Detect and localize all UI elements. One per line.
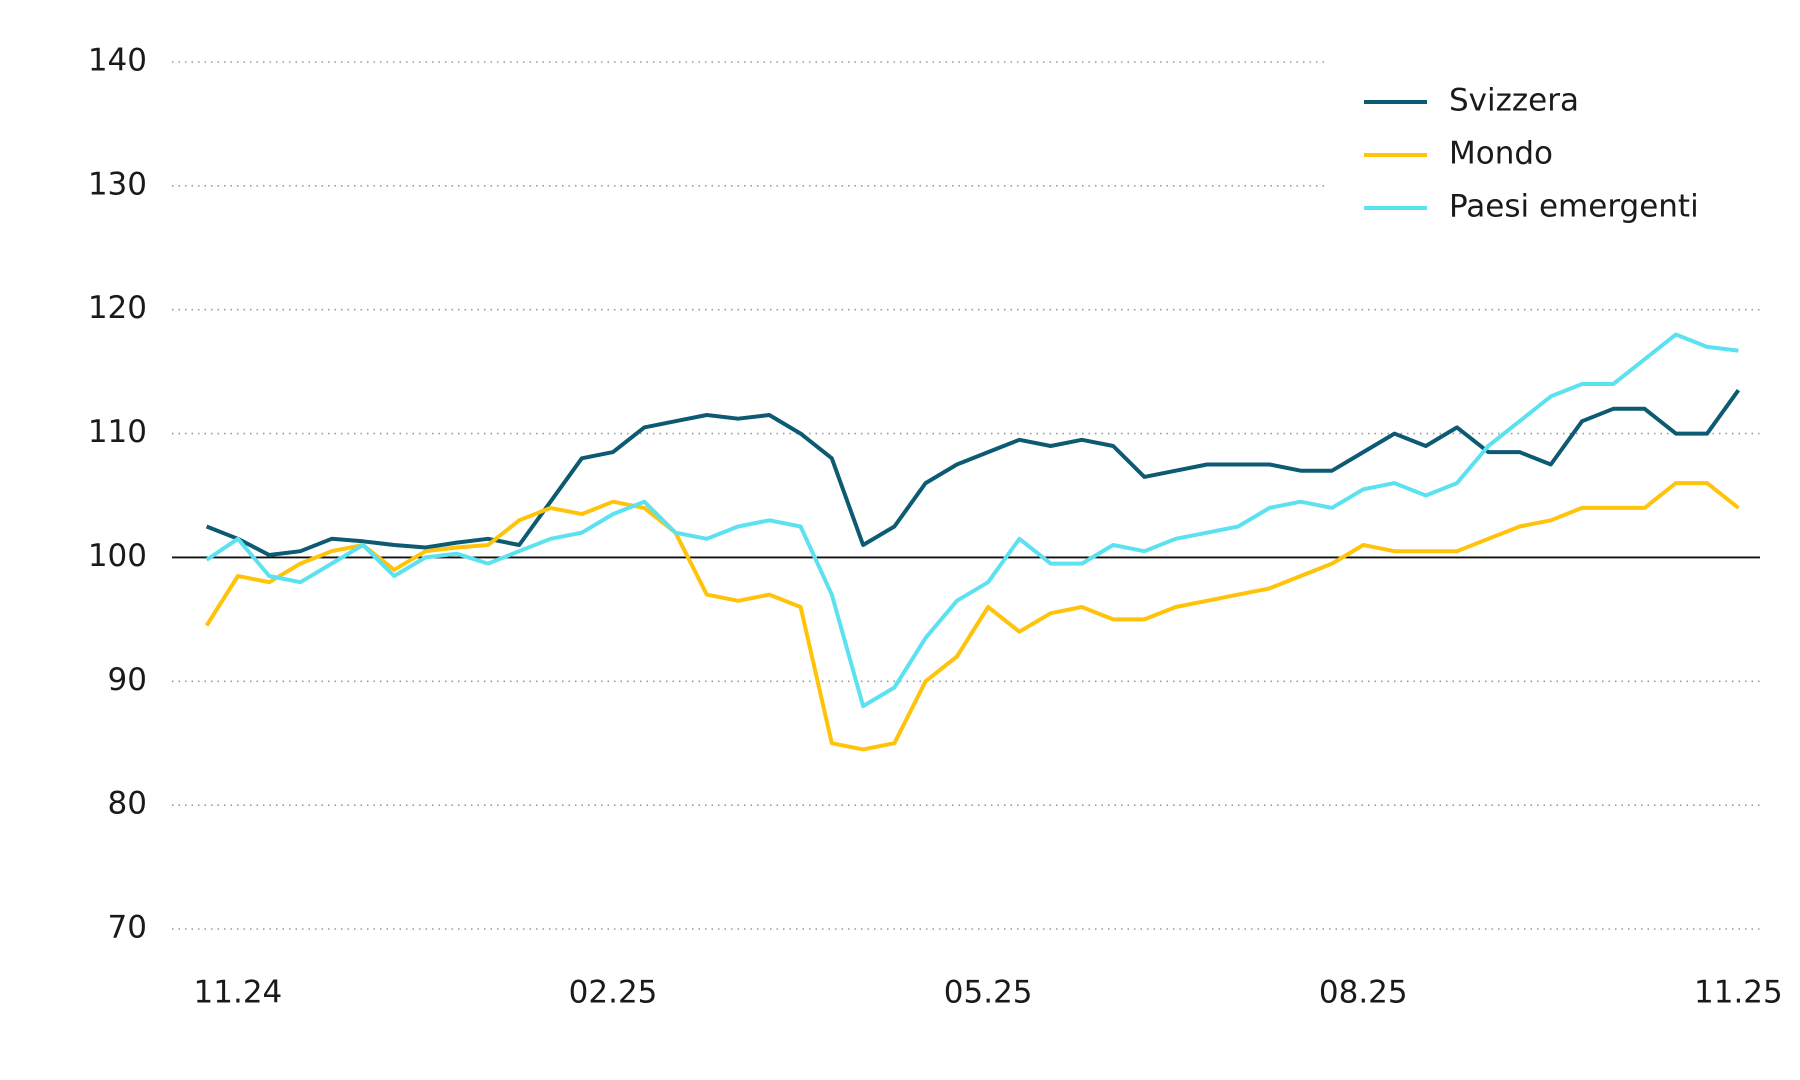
legend-label: Svizzera [1449, 83, 1579, 119]
series-line [205, 389, 1741, 557]
y-tick-label: 120 [88, 290, 147, 326]
x-tick-label: 11.24 [194, 975, 283, 1011]
y-tick-label: 110 [88, 414, 147, 450]
y-tick-label: 100 [88, 538, 147, 574]
y-tick-label: 90 [108, 662, 147, 698]
legend-label: Mondo [1449, 136, 1553, 172]
y-tick-label: 140 [88, 43, 147, 79]
x-tick-label: 11.25 [1694, 975, 1783, 1011]
x-tick-label: 05.25 [944, 975, 1033, 1011]
y-tick-label: 130 [88, 166, 147, 202]
legend-label: Paesi emergenti [1449, 189, 1699, 225]
series-line [204, 481, 1740, 752]
y-tick-label: 70 [108, 910, 147, 946]
series-line [205, 332, 1739, 709]
x-tick-label: 08.25 [1319, 975, 1408, 1011]
y-tick-label: 80 [108, 786, 147, 822]
x-tick-label: 02.25 [569, 975, 658, 1011]
